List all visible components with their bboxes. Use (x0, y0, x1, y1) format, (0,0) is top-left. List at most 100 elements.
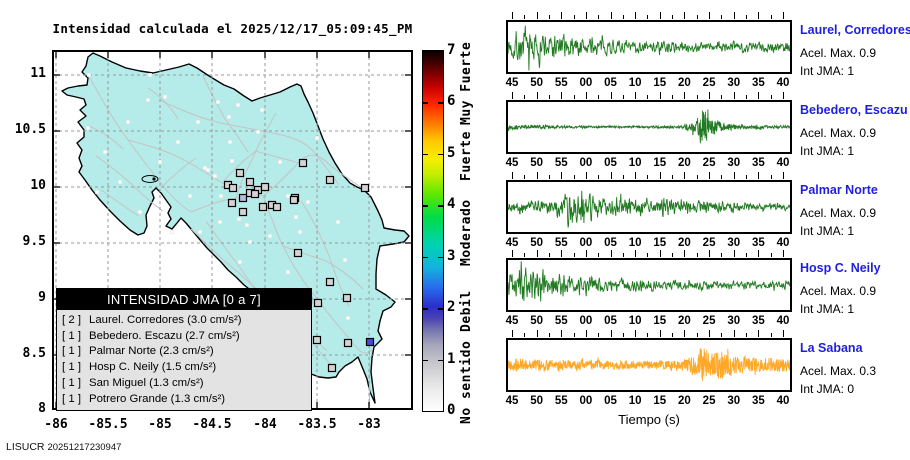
seismogram-panel (506, 100, 792, 154)
colorbar-tick (438, 308, 443, 310)
axis-tick (585, 250, 587, 257)
legend-item-intensity: [ 1 ] (62, 361, 81, 374)
axis-tick (561, 172, 563, 179)
time-tick-label: 00 (579, 157, 593, 169)
map-x-tick-label: -83.5 (297, 417, 337, 432)
axis-tick (512, 92, 513, 99)
axis-tick (512, 12, 513, 19)
waveform-tick-row (506, 91, 792, 99)
time-tick-label: 20 (678, 395, 691, 407)
colorbar-tick (423, 359, 428, 361)
time-tick-label: 25 (702, 77, 716, 89)
axis-tick (622, 175, 624, 179)
time-tick-label: 35 (751, 315, 765, 327)
map-y-tick-label: 8.5 (22, 346, 46, 361)
colorbar-tick-label: 3 (447, 247, 456, 264)
legend-item: [ 1 ] Potrero Grande (1.3 cm/s²) (62, 392, 311, 408)
time-tick-label: 25 (702, 315, 716, 327)
axis-tick (573, 253, 575, 257)
axis-tick (696, 253, 698, 257)
axis-tick (610, 92, 612, 99)
time-tick-label: 50 (530, 237, 544, 249)
axis-tick (758, 330, 760, 337)
axis-tick (684, 12, 686, 19)
axis-tick (709, 92, 711, 99)
waveform-tick-row (506, 171, 792, 179)
axis-tick (573, 15, 575, 19)
time-tick-label: 45 (505, 77, 519, 89)
colorbar-tick-label: 2 (447, 299, 456, 316)
colorbar-tick (423, 308, 428, 310)
legend-item-station: Hosp C. Neily (1.5 cm/s²) (89, 361, 217, 374)
axis-tick (598, 333, 600, 337)
colorbar-tick (438, 205, 443, 207)
axis-tick (746, 15, 748, 19)
axis-tick (561, 330, 563, 337)
seismogram-panel (506, 338, 792, 392)
colorbar-tick-label: 6 (447, 93, 456, 110)
time-tick-label: 10 (628, 157, 642, 169)
axis-tick (647, 95, 649, 99)
axis-tick (733, 92, 735, 99)
axis-tick (647, 15, 649, 19)
axis-tick (536, 92, 538, 99)
axis-tick (684, 92, 686, 99)
axis-tick (585, 330, 587, 337)
axis-tick (782, 172, 784, 179)
axis-tick (524, 95, 526, 99)
time-tick-label: 15 (653, 237, 667, 249)
colorbar-tick-label: 5 (447, 144, 456, 161)
station-int-jma: Int JMA: 1 (800, 144, 855, 158)
axis-tick (721, 253, 723, 257)
waveform-tick-row (506, 329, 792, 337)
axis-tick (548, 15, 550, 19)
axis-tick (635, 92, 637, 99)
time-tick-label: 05 (604, 315, 617, 327)
time-tick-label: 00 (579, 395, 593, 407)
time-tick-label: 50 (530, 157, 544, 169)
axis-tick (733, 12, 735, 19)
time-tick-label: 45 (505, 237, 519, 249)
axis-tick (647, 253, 649, 257)
axis-tick (684, 330, 686, 337)
seismogram-panel (506, 20, 792, 74)
axis-tick (561, 250, 563, 257)
axis-tick (512, 172, 513, 179)
colorbar-tick-label: 0 (447, 402, 456, 418)
time-tick-label: 45 (505, 157, 519, 169)
time-tick-label: 05 (604, 237, 617, 249)
map-title: Intensidad calculada el 2025/12/17_05:09… (52, 21, 413, 36)
waveform-trace (507, 109, 791, 144)
time-tick-label: 55 (554, 315, 568, 327)
axis-tick (524, 333, 526, 337)
axis-tick (659, 172, 661, 179)
legend-item-station: Potrero Grande (1.3 cm/s²) (89, 392, 226, 405)
station-name: Hosp C. Neily (800, 261, 881, 275)
station-markers-triggered (223, 158, 375, 373)
axis-tick (635, 330, 637, 337)
map-x-tick-label: -84.5 (192, 417, 232, 432)
waveform-time-labels: 45 50 55 00 05 10 15 20 25 30 35 40 (506, 395, 792, 408)
axis-tick (622, 253, 624, 257)
station-accel-max: Acel. Max. 0.9 (800, 46, 877, 60)
station-accel-max: Acel. Max. 0.3 (800, 364, 877, 378)
time-tick-label: 05 (604, 77, 617, 89)
axis-tick (524, 253, 526, 257)
axis-tick (548, 253, 550, 257)
axis-tick (585, 172, 587, 179)
axis-tick (672, 253, 674, 257)
station-int-jma: Int JMA: 1 (800, 64, 855, 78)
axis-tick (746, 333, 748, 337)
axis-tick (573, 333, 575, 337)
time-tick-label: 25 (702, 237, 716, 249)
colorbar-tick-label: 1 (447, 350, 456, 367)
legend-item-station: Palmar Norte (2.3 cm/s²) (89, 345, 214, 358)
time-tick-label: 55 (554, 77, 568, 89)
colorbar-tick (438, 102, 443, 104)
time-tick-label: 35 (751, 237, 765, 249)
legend-item-intensity: [ 1 ] (62, 392, 81, 405)
axis-tick (548, 333, 550, 337)
timestamp-label: 20251217230947 (47, 442, 122, 453)
axis-tick (536, 12, 538, 19)
axis-tick (536, 172, 538, 179)
